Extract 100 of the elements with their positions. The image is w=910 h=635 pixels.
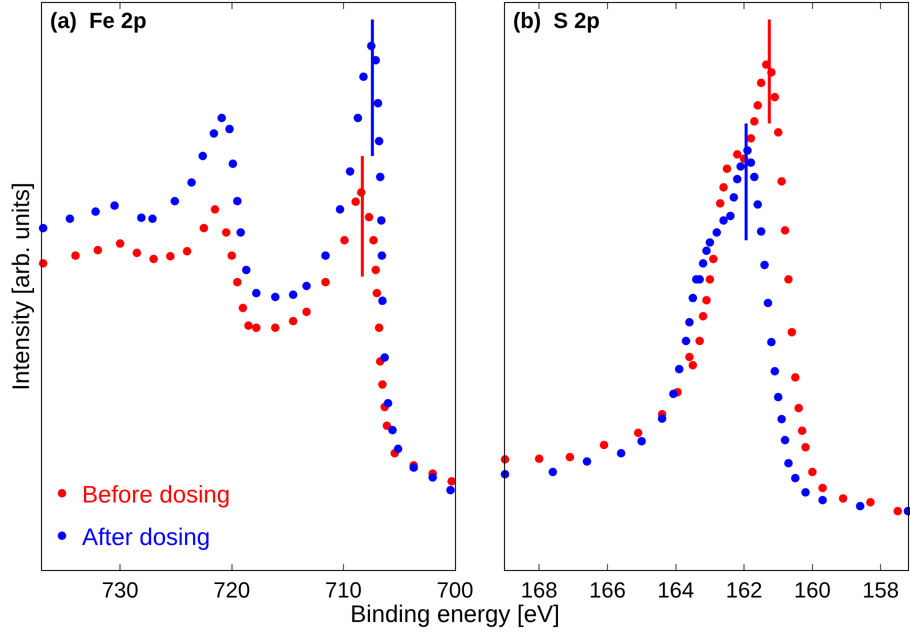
point <box>774 128 782 137</box>
point <box>242 266 251 274</box>
point <box>674 364 684 374</box>
point <box>698 259 708 268</box>
point <box>698 312 708 320</box>
point <box>198 152 207 160</box>
point <box>66 214 74 224</box>
point <box>798 426 806 435</box>
point <box>791 373 800 382</box>
point <box>378 296 387 306</box>
point <box>818 496 827 504</box>
point <box>719 216 728 225</box>
x-tick-label: 164 <box>657 578 694 603</box>
point <box>225 124 234 134</box>
point <box>210 205 220 214</box>
point <box>566 452 574 462</box>
point <box>288 290 298 300</box>
point <box>658 414 666 423</box>
x-tick-label: 700 <box>436 578 474 603</box>
point <box>719 183 728 192</box>
point <box>372 288 382 298</box>
point <box>302 308 311 316</box>
point <box>770 367 780 376</box>
point <box>801 488 810 497</box>
legend-label: After dosing <box>82 524 210 552</box>
x-tick-label: 166 <box>589 578 626 603</box>
point <box>187 178 196 187</box>
point <box>252 324 261 332</box>
x-tick-label: 710 <box>325 578 362 603</box>
point <box>382 422 392 430</box>
point <box>746 158 756 167</box>
point <box>788 328 796 336</box>
y-axis-title: Intensity [arb. units] <box>8 182 35 391</box>
x-tick-label: 162 <box>726 578 762 603</box>
point <box>374 98 382 108</box>
point <box>170 196 180 206</box>
point <box>706 275 714 284</box>
point <box>321 278 330 286</box>
point <box>685 318 694 327</box>
point <box>233 196 242 206</box>
x-axis-title: Binding energy [eV] <box>349 601 561 629</box>
point <box>746 134 756 143</box>
point <box>394 444 402 454</box>
point <box>372 266 380 274</box>
point <box>794 404 803 412</box>
point <box>682 336 690 346</box>
point <box>760 260 769 270</box>
point <box>688 294 698 302</box>
point <box>91 207 100 216</box>
chart-title: (a) Fe 2p <box>50 8 147 33</box>
point <box>110 201 119 210</box>
point <box>222 228 230 237</box>
point <box>534 454 544 464</box>
point <box>732 174 742 184</box>
point <box>376 172 384 182</box>
point <box>767 338 776 346</box>
point <box>777 177 786 186</box>
point <box>388 426 397 434</box>
point <box>801 442 810 452</box>
x-tick-label: 160 <box>794 578 831 603</box>
chart-title: (b) S 2p <box>513 8 600 33</box>
point <box>548 468 558 476</box>
point <box>137 213 146 222</box>
point <box>709 254 718 264</box>
point <box>132 248 142 258</box>
point <box>732 150 742 159</box>
point <box>784 275 793 284</box>
x-tick-label: 720 <box>213 578 250 603</box>
point <box>351 197 360 206</box>
point <box>669 390 678 398</box>
legend-label: Before dosing <box>82 482 230 509</box>
point <box>730 193 738 202</box>
point <box>182 247 192 256</box>
point <box>756 78 766 88</box>
x-tick-label: 730 <box>102 578 138 603</box>
point <box>726 212 735 220</box>
point <box>706 238 714 247</box>
point <box>217 114 226 122</box>
point <box>838 494 848 503</box>
point <box>374 324 384 332</box>
x-tick-label: 168 <box>520 578 558 603</box>
point <box>894 506 902 516</box>
point <box>288 316 298 326</box>
point <box>377 216 386 225</box>
point <box>336 205 344 214</box>
point <box>346 167 354 176</box>
point <box>228 251 236 260</box>
point <box>244 321 253 330</box>
x-tick-label: 158 <box>862 578 900 603</box>
point <box>753 200 762 209</box>
point <box>116 239 124 248</box>
point <box>736 162 745 171</box>
point <box>616 449 626 458</box>
point <box>634 428 642 438</box>
point <box>228 159 238 168</box>
point <box>712 228 721 237</box>
point <box>722 164 732 173</box>
point <box>750 117 759 126</box>
point <box>380 353 389 362</box>
point <box>637 436 646 446</box>
